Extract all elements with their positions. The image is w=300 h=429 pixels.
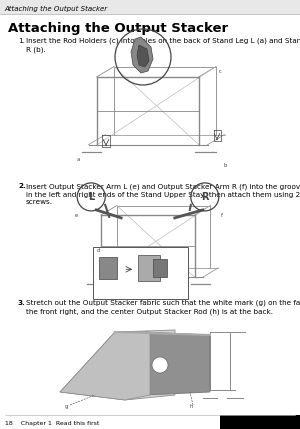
Polygon shape	[137, 45, 149, 67]
Text: c: c	[219, 69, 222, 73]
Text: f: f	[221, 213, 223, 218]
Bar	[99, 257, 117, 279]
Text: e: e	[75, 213, 78, 218]
Bar	[153, 259, 167, 277]
Bar	[93, 247, 188, 299]
Text: h: h	[190, 404, 194, 409]
Circle shape	[152, 357, 168, 373]
Polygon shape	[145, 332, 210, 395]
Text: 18    Chapter 1  Read this first: 18 Chapter 1 Read this first	[5, 421, 99, 426]
Polygon shape	[60, 332, 150, 400]
Text: Attaching the Output Stacker: Attaching the Output Stacker	[4, 6, 107, 12]
Bar	[0, 0, 300, 14]
Polygon shape	[60, 330, 175, 400]
Bar	[220, 415, 300, 429]
Text: Insert the Rod Holders (c) into holes on the back of Stand Leg L (a) and Stand L: Insert the Rod Holders (c) into holes on…	[26, 38, 300, 53]
Text: d: d	[97, 248, 100, 253]
Text: a: a	[77, 157, 80, 162]
Text: Insert Output Stacker Arm L (e) and Output Stacker Arm R (f) into the grooves (d: Insert Output Stacker Arm L (e) and Outp…	[26, 183, 300, 205]
Bar	[138, 255, 160, 281]
Text: 1.: 1.	[18, 38, 25, 44]
Text: Stretch out the Output Stacker fabric such that the white mark (g) on the fabric: Stretch out the Output Stacker fabric su…	[26, 300, 300, 315]
Text: b: b	[224, 163, 227, 168]
Text: Attaching the Output Stacker: Attaching the Output Stacker	[8, 22, 228, 35]
Text: 2.: 2.	[18, 183, 26, 189]
Text: g: g	[65, 404, 68, 409]
Text: L: L	[88, 192, 94, 202]
Polygon shape	[131, 37, 153, 73]
Text: 3.: 3.	[18, 300, 26, 306]
Text: R: R	[201, 192, 208, 202]
